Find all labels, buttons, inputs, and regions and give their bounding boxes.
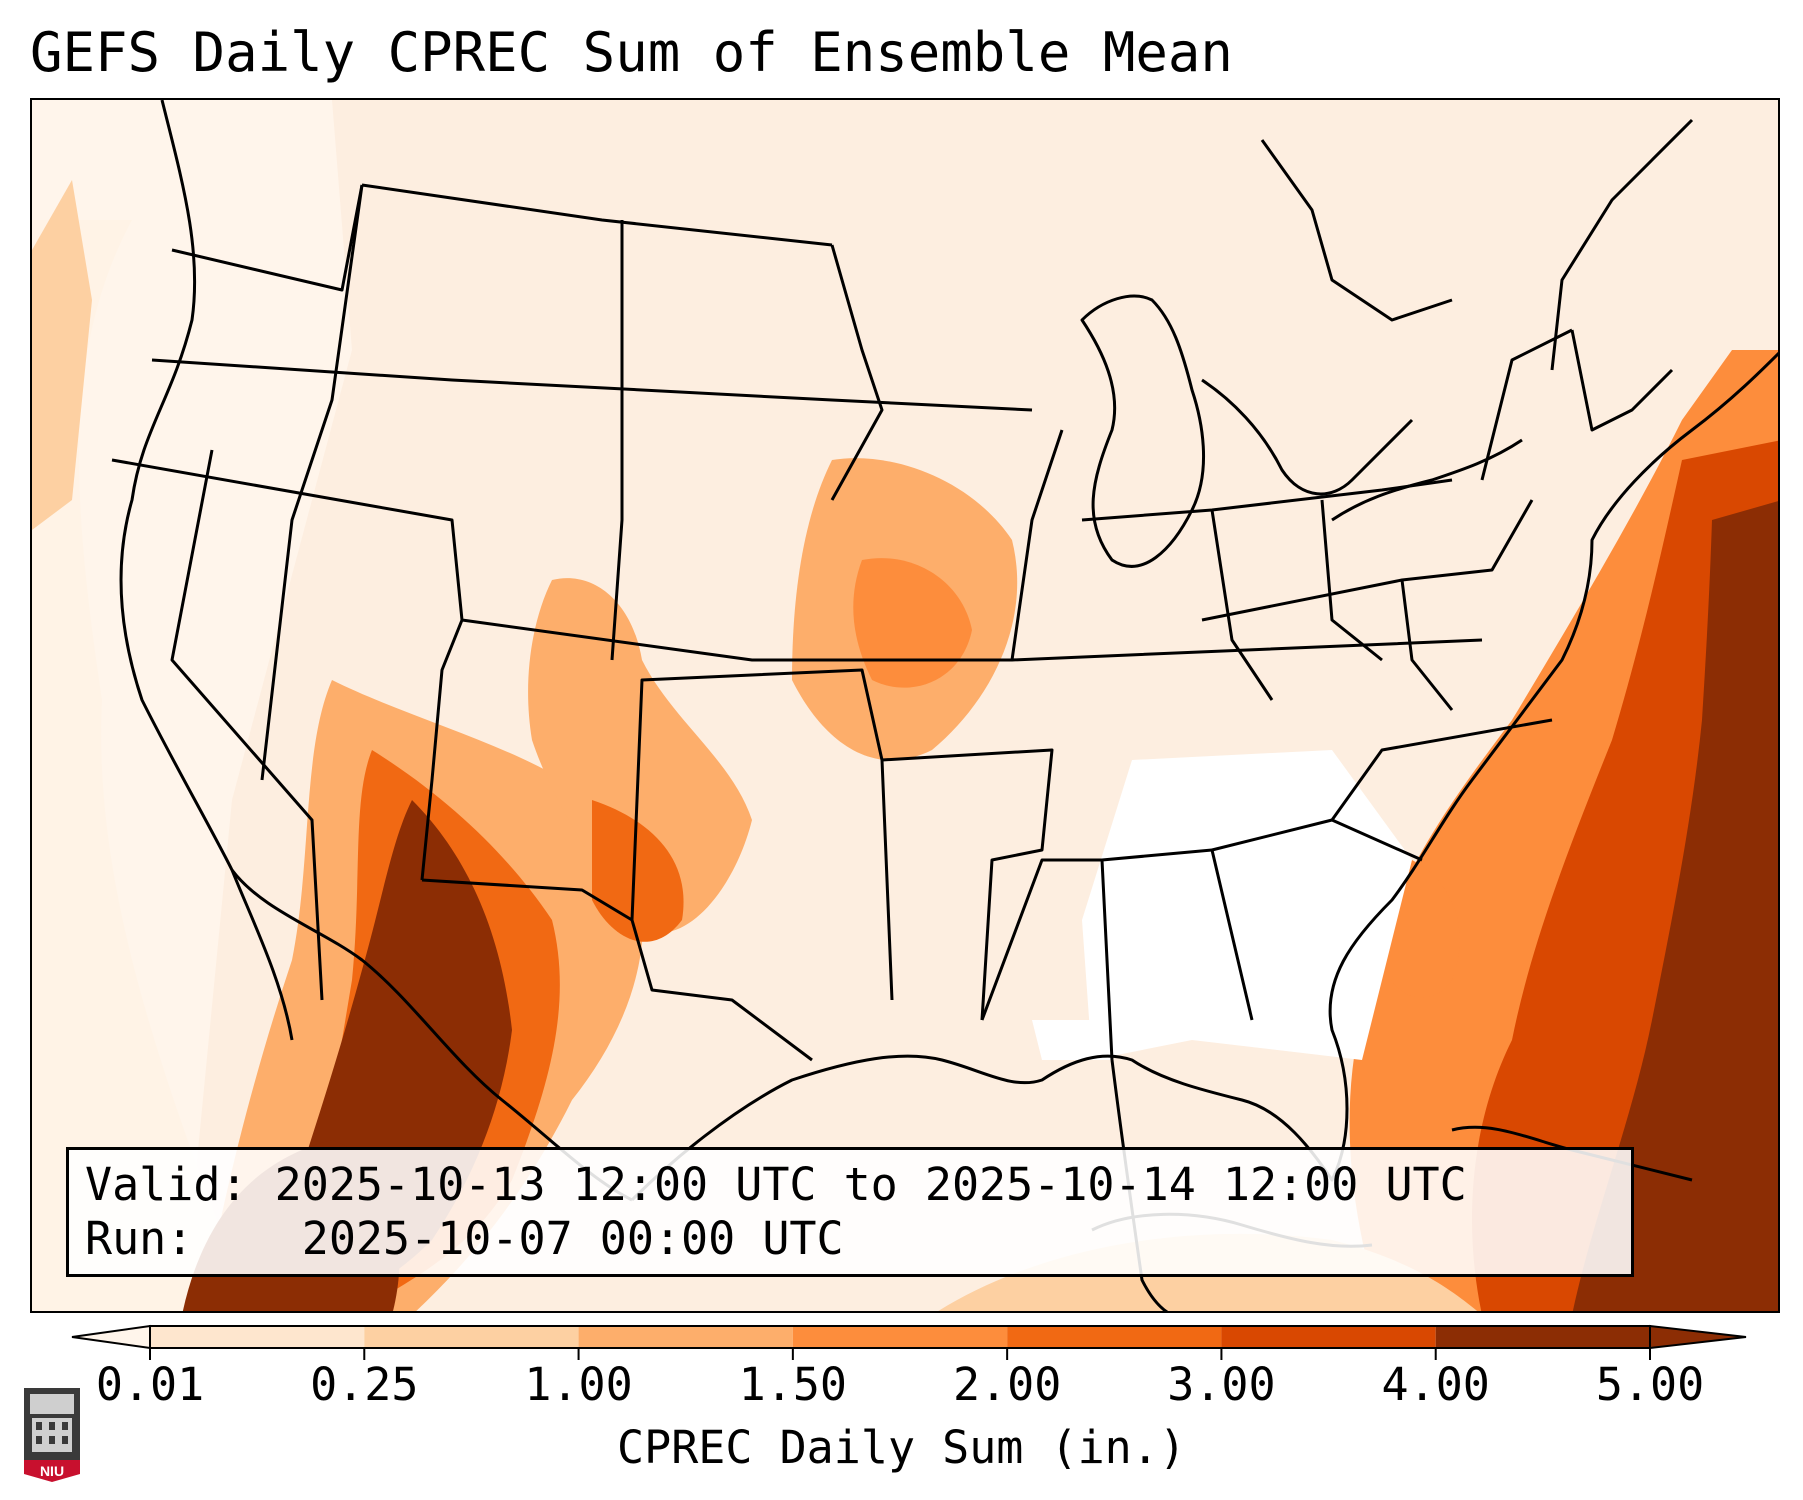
colorbar-tick-label: 0.01 xyxy=(95,1358,205,1411)
colorbar-segment xyxy=(1007,1326,1222,1348)
colorbar-extend-high xyxy=(1649,1324,1747,1350)
validity-info-box: Valid: 2025-10-13 12:00 UTC to 2025-10-1… xyxy=(66,1147,1634,1277)
niu-logo-icon: NIU xyxy=(24,1388,80,1482)
colorbar-axis-label: CPREC Daily Sum (in.) xyxy=(617,1421,1186,1474)
precip-map xyxy=(30,98,1780,1313)
colorbar-extend-low xyxy=(71,1324,151,1350)
colorbar-segment xyxy=(364,1326,579,1348)
valid-label: Valid: xyxy=(85,1158,248,1211)
chart-title: GEFS Daily CPREC Sum of Ensemble Mean xyxy=(30,21,1233,84)
colorbar-tick-label: 3.00 xyxy=(1167,1358,1276,1411)
map-svg xyxy=(32,100,1778,1311)
colorbar-segment xyxy=(1221,1326,1436,1348)
colorbar-segment xyxy=(792,1326,1008,1348)
colorbar-segment xyxy=(1435,1326,1650,1348)
logo-text: NIU xyxy=(40,1463,64,1479)
colorbar-tick-label: 4.00 xyxy=(1381,1358,1490,1411)
run-label: Run: xyxy=(85,1212,194,1265)
colorbar-tick-label: 0.25 xyxy=(310,1358,419,1411)
valid-value: 2025-10-13 12:00 UTC to 2025-10-14 12:00… xyxy=(274,1158,1467,1211)
colorbar-tick-label: 1.50 xyxy=(738,1358,848,1411)
colorbar-tick-label: 5.00 xyxy=(1595,1358,1705,1411)
run-value: 2025-10-07 00:00 UTC xyxy=(301,1212,844,1265)
colorbar-tick-label: 1.00 xyxy=(524,1358,633,1411)
colorbar-segment xyxy=(578,1326,793,1348)
colorbar xyxy=(71,1324,1747,1360)
colorbar-segment xyxy=(150,1326,365,1348)
colorbar-tick-label: 2.00 xyxy=(952,1358,1062,1411)
